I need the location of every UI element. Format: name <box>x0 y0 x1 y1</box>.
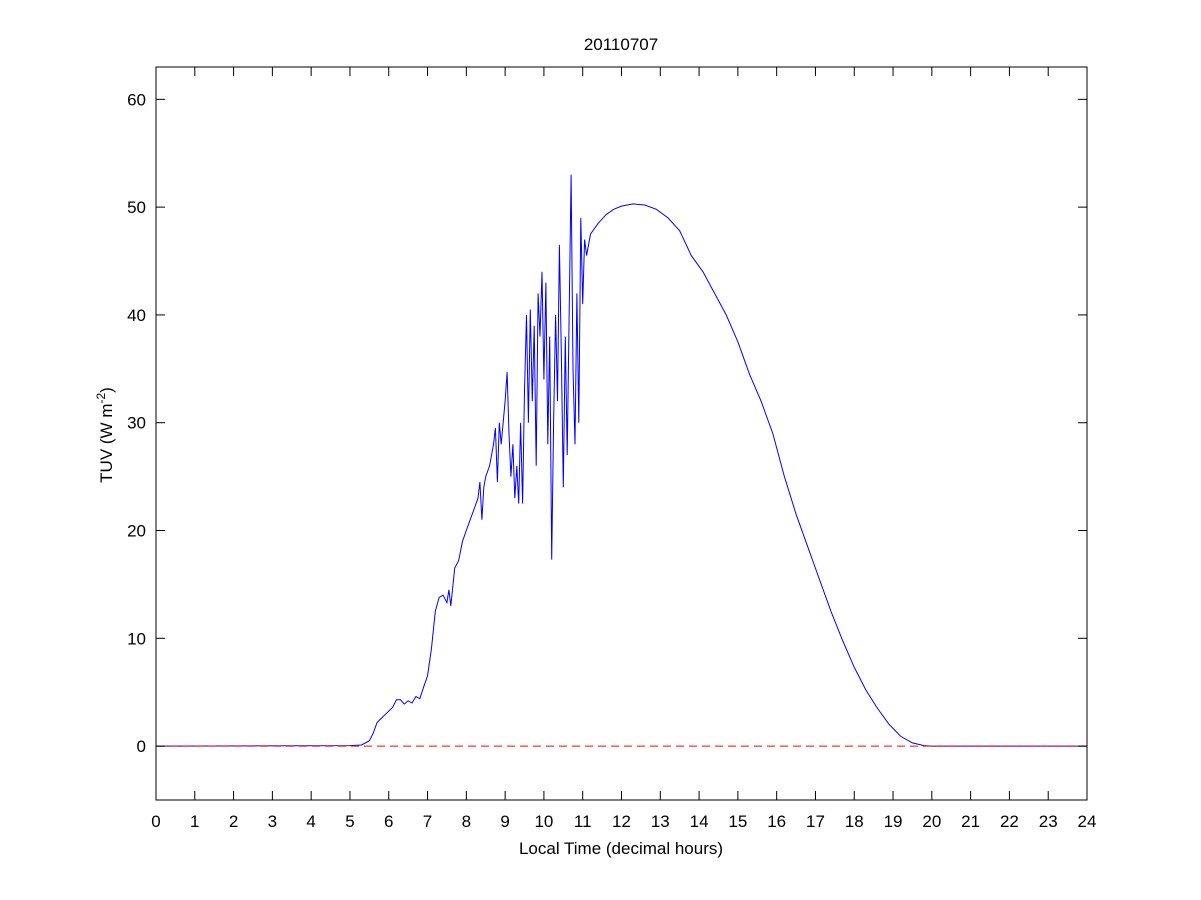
x-tick-label: 6 <box>384 812 393 831</box>
x-tick-label: 9 <box>500 812 509 831</box>
y-tick-label: 30 <box>127 414 146 433</box>
x-tick-label: 5 <box>345 812 354 831</box>
x-tick-label: 17 <box>806 812 825 831</box>
y-tick-label: 20 <box>127 522 146 541</box>
x-tick-label: 1 <box>190 812 199 831</box>
x-tick-label: 13 <box>651 812 670 831</box>
x-tick-label: 2 <box>229 812 238 831</box>
y-tick-label: 10 <box>127 629 146 648</box>
x-tick-label: 21 <box>961 812 980 831</box>
x-tick-label: 23 <box>1039 812 1058 831</box>
x-tick-label: 18 <box>845 812 864 831</box>
y-axis-label: TUV (W m-2) <box>94 387 116 483</box>
chart-title: 20110707 <box>584 35 658 54</box>
y-tick-label: 50 <box>127 198 146 217</box>
x-tick-label: 19 <box>884 812 903 831</box>
y-tick-label: 0 <box>137 737 146 756</box>
x-tick-label: 15 <box>728 812 747 831</box>
x-tick-label: 20 <box>922 812 941 831</box>
x-tick-label: 0 <box>151 812 160 831</box>
x-axis-label: Local Time (decimal hours) <box>519 839 723 858</box>
plot-area <box>156 67 1087 800</box>
x-tick-label: 24 <box>1078 812 1097 831</box>
x-tick-label: 12 <box>612 812 631 831</box>
y-tick-label: 60 <box>127 90 146 109</box>
y-tick-label: 40 <box>127 306 146 325</box>
x-tick-label: 14 <box>690 812 709 831</box>
x-tick-label: 10 <box>534 812 553 831</box>
x-tick-label: 16 <box>767 812 786 831</box>
x-tick-label: 11 <box>574 812 592 831</box>
x-tick-label: 7 <box>423 812 432 831</box>
x-tick-label: 4 <box>306 812 315 831</box>
x-tick-label: 22 <box>1000 812 1019 831</box>
data-line <box>155 174 1087 747</box>
x-tick-label: 8 <box>462 812 471 831</box>
x-tick-label: 3 <box>268 812 277 831</box>
